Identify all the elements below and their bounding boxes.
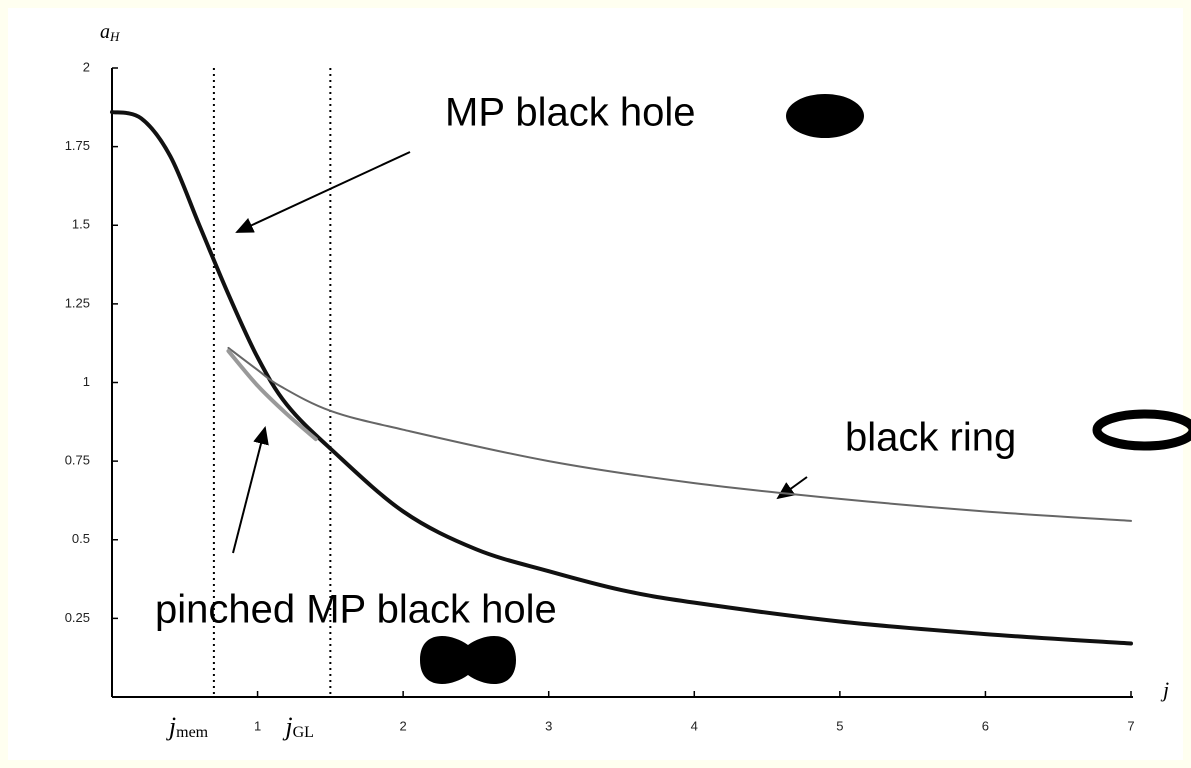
marker-label-sub: GL [293, 724, 314, 741]
y-tick-label: 1 [83, 374, 90, 389]
x-tick-label: 5 [836, 718, 843, 733]
y-tick-label: 1.5 [72, 217, 90, 232]
x-tick-label: 4 [691, 718, 698, 733]
y-axis-label-sub: H [109, 29, 120, 44]
annotation: MP black hole [445, 91, 696, 135]
annotation: pinched MP black hole [155, 588, 557, 632]
y-axis-label-main: a [100, 21, 110, 43]
x-tick-label: 7 [1127, 718, 1134, 733]
annotation: black ring [845, 416, 1016, 460]
y-tick-label: 0.75 [65, 453, 90, 468]
y-tick-label: 0.5 [72, 531, 90, 546]
x-tick-label: 3 [545, 718, 552, 733]
y-tick-label: 1.75 [65, 138, 90, 153]
x-tick-label: 2 [400, 718, 407, 733]
black-hole-icon [786, 94, 864, 138]
y-tick-label: 1.25 [65, 295, 90, 310]
x-tick-label: 1 [254, 718, 261, 733]
y-tick-label: 0.25 [65, 610, 90, 625]
x-tick-label: 6 [982, 718, 989, 733]
y-tick-label: 2 [83, 59, 90, 74]
chart: MP black hole black ring pinched MP blac… [0, 0, 1191, 768]
marker-label-sub: mem [176, 724, 209, 741]
